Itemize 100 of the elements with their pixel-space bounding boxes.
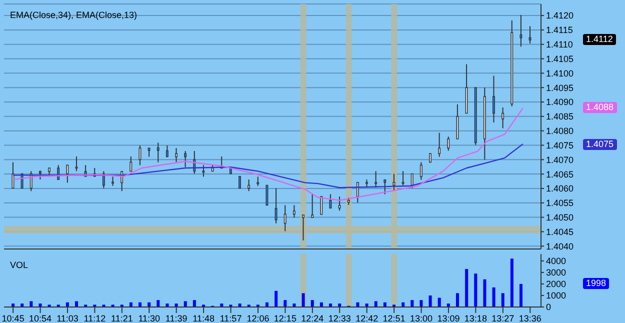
x-tick-label: 12:15: [274, 313, 296, 323]
candlestick: [256, 176, 260, 186]
y-tick-label: 1.4055: [546, 198, 574, 208]
text: 1.4112: [583, 34, 616, 46]
candlestick: [57, 164, 60, 180]
line-series: [12, 143, 524, 188]
y-tick-label: 1.4115: [546, 25, 573, 36]
candlestick: [248, 179, 250, 192]
bar: [30, 301, 33, 307]
x-tick-label: 12:24: [301, 313, 324, 323]
x-tick-label: 11:48: [192, 313, 214, 323]
candlestick: [184, 150, 187, 168]
candlestick: [66, 164, 69, 184]
candlestick: [384, 179, 386, 195]
x-tick-label: 12:51: [382, 313, 406, 323]
y-tick-label: 4000: [546, 256, 566, 266]
y-tick-label: 1.4085: [546, 112, 574, 122]
bar: [274, 290, 278, 307]
y-tick-label: 1.4070: [546, 154, 574, 165]
bar: [501, 293, 504, 307]
candlestick: [130, 156, 132, 172]
text: VOL: [10, 260, 28, 270]
text: 1.4088: [583, 102, 617, 114]
x-tick-label: 11:03: [56, 313, 78, 323]
bar: [410, 300, 414, 307]
candlestick: [284, 204, 286, 232]
bar: [520, 284, 523, 307]
candlestick: [320, 196, 323, 215]
bar: [474, 274, 478, 307]
x-tick-label: 12:33: [328, 313, 351, 323]
candlestick: [356, 182, 359, 204]
bar: [184, 301, 187, 307]
candlestick: [438, 132, 441, 158]
x-tick-label: 10:54: [29, 313, 52, 323]
candlestick: [402, 170, 404, 186]
x-tick-label: 10:45: [2, 313, 24, 323]
bar: [428, 295, 432, 307]
bar: [192, 300, 196, 307]
candlestick: [338, 196, 341, 212]
x-tick-label: 13:09: [437, 313, 460, 323]
bar: [456, 293, 460, 307]
bar: [492, 287, 496, 307]
x-tick-label: 11:21: [110, 313, 133, 323]
bar: [510, 258, 514, 307]
y-tick-label: 2000: [546, 279, 566, 290]
y-tick-label: 1.4040: [546, 241, 574, 252]
bar: [284, 300, 287, 307]
candlestick: [420, 162, 422, 180]
candlestick: [274, 188, 278, 224]
x-tick-label: 13:36: [518, 313, 542, 323]
candlestick: [329, 194, 332, 209]
candlestick: [447, 136, 450, 152]
y-tick-label: 1.4090: [546, 97, 574, 108]
bar: [465, 268, 468, 307]
bar: [420, 300, 423, 307]
x-tick-label: 11:39: [165, 313, 188, 323]
y-tick-label: 1.4060: [546, 184, 574, 194]
x-tick-label: 11:57: [220, 313, 242, 323]
candlestick: [75, 156, 78, 172]
candlestick: [502, 106, 504, 129]
bar: [156, 300, 160, 307]
bar: [438, 298, 441, 307]
text: 1.4075: [583, 138, 617, 150]
y-tick-label: 1.4095: [546, 82, 574, 93]
candlestick: [102, 170, 105, 189]
candlestick: [166, 145, 168, 158]
candlestick: [392, 173, 396, 192]
bar: [374, 301, 378, 307]
candlestick: [311, 194, 314, 218]
x-tick-label: 11:12: [84, 313, 106, 323]
y-tick-label: 0: [546, 302, 552, 312]
y-tick-label: 1.4080: [546, 126, 574, 136]
bar: [302, 293, 305, 307]
y-tick-label: 1.4045: [546, 226, 574, 237]
candlestick: [292, 204, 296, 218]
candlestick: [112, 176, 114, 186]
y-tick-label: 1.4100: [546, 68, 574, 78]
candlestick: [266, 184, 268, 206]
y-tick-label: 3000: [546, 268, 566, 278]
candlestick: [175, 148, 178, 163]
y-tick-label: 1.4105: [546, 54, 574, 64]
y-tick-label: 1.4075: [546, 140, 574, 150]
candlestick: [374, 170, 378, 188]
x-tick-label: 13:27: [492, 313, 514, 323]
candlestick: [456, 104, 459, 140]
bar: [310, 300, 314, 307]
x-tick-label: 13:18: [464, 313, 487, 323]
x-tick-label: 12:42: [356, 313, 378, 323]
candlestick: [238, 176, 241, 189]
x-tick-label: 13:00: [410, 313, 433, 323]
candlestick: [302, 214, 304, 241]
bar: [483, 279, 486, 307]
candlestick: [492, 75, 495, 123]
candlestick: [410, 173, 414, 189]
text: 1998: [583, 278, 610, 289]
y-tick-label: 1.4110: [546, 40, 573, 50]
x-tick-label: 12:06: [246, 313, 270, 323]
y-tick-label: 1.4120: [546, 10, 574, 21]
candlestick: [156, 142, 160, 163]
bar: [75, 301, 78, 307]
